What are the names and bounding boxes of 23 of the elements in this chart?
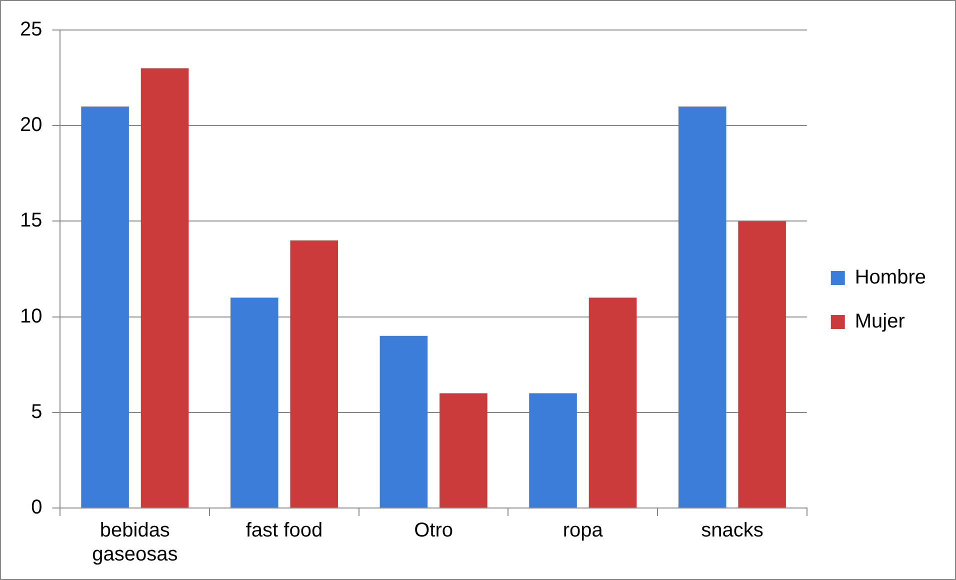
bar — [290, 240, 338, 508]
x-tick-label: Otro — [414, 520, 454, 542]
y-tick-label: 10 — [20, 305, 42, 328]
bar — [678, 106, 726, 508]
legend-label: Hombre — [854, 266, 926, 289]
x-tick-label: bebidas gaseosas — [92, 520, 178, 566]
bar — [588, 298, 637, 508]
bar — [140, 68, 189, 508]
legend-label: Mujer — [854, 310, 906, 333]
x-tick-label: fast food — [246, 520, 323, 542]
y-tick-label: 15 — [20, 210, 42, 232]
y-tick-label: 25 — [20, 18, 42, 41]
x-tick-label: snacks — [701, 520, 764, 542]
x-tick-label: ropa — [562, 520, 604, 542]
y-tick-label: 20 — [20, 114, 42, 136]
bar — [738, 221, 786, 508]
bar — [529, 393, 577, 508]
bar — [81, 106, 129, 508]
y-tick-label: 5 — [31, 400, 42, 423]
bar — [230, 298, 278, 508]
bar — [380, 336, 428, 508]
bar — [440, 393, 488, 508]
y-tick-label: 0 — [31, 496, 42, 519]
